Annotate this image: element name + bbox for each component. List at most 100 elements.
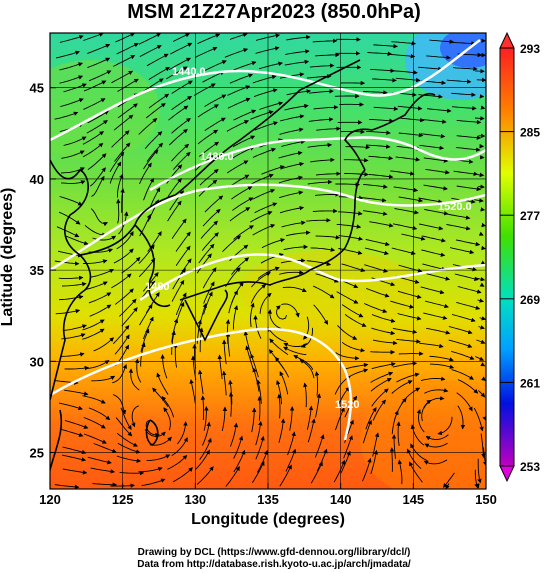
streamline [451, 106, 477, 111]
streamline [445, 213, 471, 220]
streamline [474, 116, 485, 121]
streamline [308, 117, 334, 122]
colorbar-tick-label: 293 [520, 42, 540, 56]
streamline [391, 410, 399, 435]
contour-label: 1480 [145, 281, 169, 293]
x-tick-label: 120 [39, 492, 61, 507]
streamline [168, 57, 191, 70]
streamline [457, 379, 479, 394]
streamline [59, 62, 84, 71]
streamline [250, 302, 255, 327]
streamline [396, 421, 401, 447]
streamline [306, 260, 332, 267]
streamline [138, 118, 158, 135]
streamline [232, 197, 254, 211]
streamline [333, 459, 346, 483]
streamline [171, 117, 191, 134]
streamline [199, 169, 219, 186]
streamline [363, 184, 388, 189]
streamline [228, 290, 238, 314]
streamline [90, 208, 108, 227]
streamline [481, 222, 486, 228]
streamline [277, 393, 282, 419]
streamline [116, 231, 134, 250]
streamline [281, 303, 300, 318]
streamline [426, 108, 452, 113]
streamline [279, 464, 292, 487]
streamline [64, 389, 89, 396]
streamline [457, 286, 482, 294]
streamline [253, 88, 278, 98]
streamline [477, 298, 485, 303]
streamline [315, 273, 339, 283]
streamline [424, 442, 448, 448]
streamline [362, 90, 388, 95]
streamline [204, 94, 227, 107]
streamline [314, 434, 325, 458]
streamline [84, 281, 108, 291]
streamline [82, 131, 105, 145]
streamline [315, 52, 340, 58]
streamline [306, 405, 314, 431]
streamline [446, 79, 472, 84]
streamline [310, 461, 323, 484]
streamline [482, 447, 486, 467]
streamline [370, 349, 396, 355]
streamline [423, 157, 449, 163]
streamline [229, 422, 239, 447]
streamline [391, 434, 397, 459]
streamline [261, 238, 286, 249]
streamline [58, 211, 81, 225]
streamline [113, 114, 134, 131]
streamline [232, 135, 256, 148]
streamline [312, 38, 338, 44]
streamline [421, 399, 432, 422]
streamline [231, 186, 253, 200]
streamline [144, 131, 163, 150]
streamline [252, 147, 277, 158]
streamline [398, 132, 424, 138]
streamline [61, 150, 85, 159]
streamline [86, 360, 110, 370]
streamline [448, 339, 473, 348]
streamline [365, 407, 377, 430]
streamline [177, 421, 188, 445]
streamline [217, 354, 223, 380]
streamline [55, 50, 80, 59]
streamline [61, 180, 86, 185]
streamline [310, 157, 335, 163]
streamline [116, 198, 121, 224]
streamline [116, 173, 124, 198]
streamline [371, 327, 396, 336]
wind-streamlines [54, 33, 486, 489]
contour-label: 1520.0 [438, 201, 472, 213]
streamline [225, 331, 231, 357]
streamline [309, 63, 335, 68]
streamline [112, 364, 127, 384]
streamline [83, 417, 106, 429]
streamline [343, 435, 353, 459]
streamline [421, 235, 446, 243]
x-tick-label: 150 [475, 492, 497, 507]
streamline [477, 172, 485, 178]
streamline [58, 294, 84, 301]
streamline [456, 392, 473, 412]
streamline [307, 179, 333, 185]
streamline [390, 170, 415, 176]
streamline [368, 174, 394, 179]
streamline [232, 146, 255, 159]
streamline [121, 307, 138, 327]
streamline [338, 248, 363, 255]
streamline [479, 316, 486, 321]
streamline [59, 35, 84, 43]
streamline [340, 450, 351, 474]
streamline [142, 272, 159, 292]
streamline [87, 110, 110, 124]
streamline [109, 161, 122, 184]
streamline [254, 121, 279, 131]
streamline [389, 447, 395, 472]
streamline [259, 101, 284, 110]
streamline [87, 43, 111, 54]
map-title: MSM 21Z27Apr2023 (850.0hPa) [127, 1, 421, 23]
streamline [476, 339, 486, 344]
